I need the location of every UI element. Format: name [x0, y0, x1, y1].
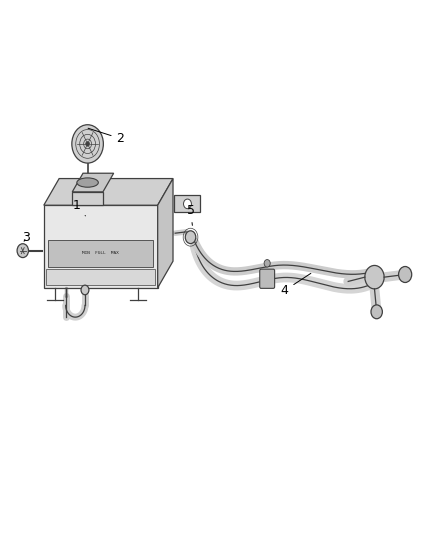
Bar: [72, 192, 103, 205]
Text: 2: 2: [88, 128, 124, 145]
Circle shape: [86, 142, 89, 146]
Circle shape: [17, 244, 28, 257]
Circle shape: [399, 266, 412, 282]
Circle shape: [371, 305, 382, 319]
Bar: [46, 269, 155, 285]
Ellipse shape: [77, 178, 98, 187]
Circle shape: [365, 265, 384, 289]
Polygon shape: [44, 179, 173, 205]
Text: MIN  FULL  MAX: MIN FULL MAX: [82, 251, 119, 255]
Polygon shape: [158, 179, 173, 288]
Polygon shape: [44, 205, 158, 288]
Circle shape: [185, 231, 196, 244]
Text: 5: 5: [187, 204, 194, 225]
Text: 3: 3: [22, 231, 30, 244]
Text: 4: 4: [281, 273, 311, 297]
Bar: [48, 240, 153, 266]
Text: 1: 1: [73, 199, 85, 216]
Polygon shape: [72, 173, 114, 192]
Circle shape: [264, 260, 270, 267]
Circle shape: [81, 285, 89, 295]
FancyBboxPatch shape: [260, 269, 275, 288]
Circle shape: [72, 125, 103, 163]
FancyBboxPatch shape: [174, 195, 200, 212]
Circle shape: [184, 199, 191, 209]
